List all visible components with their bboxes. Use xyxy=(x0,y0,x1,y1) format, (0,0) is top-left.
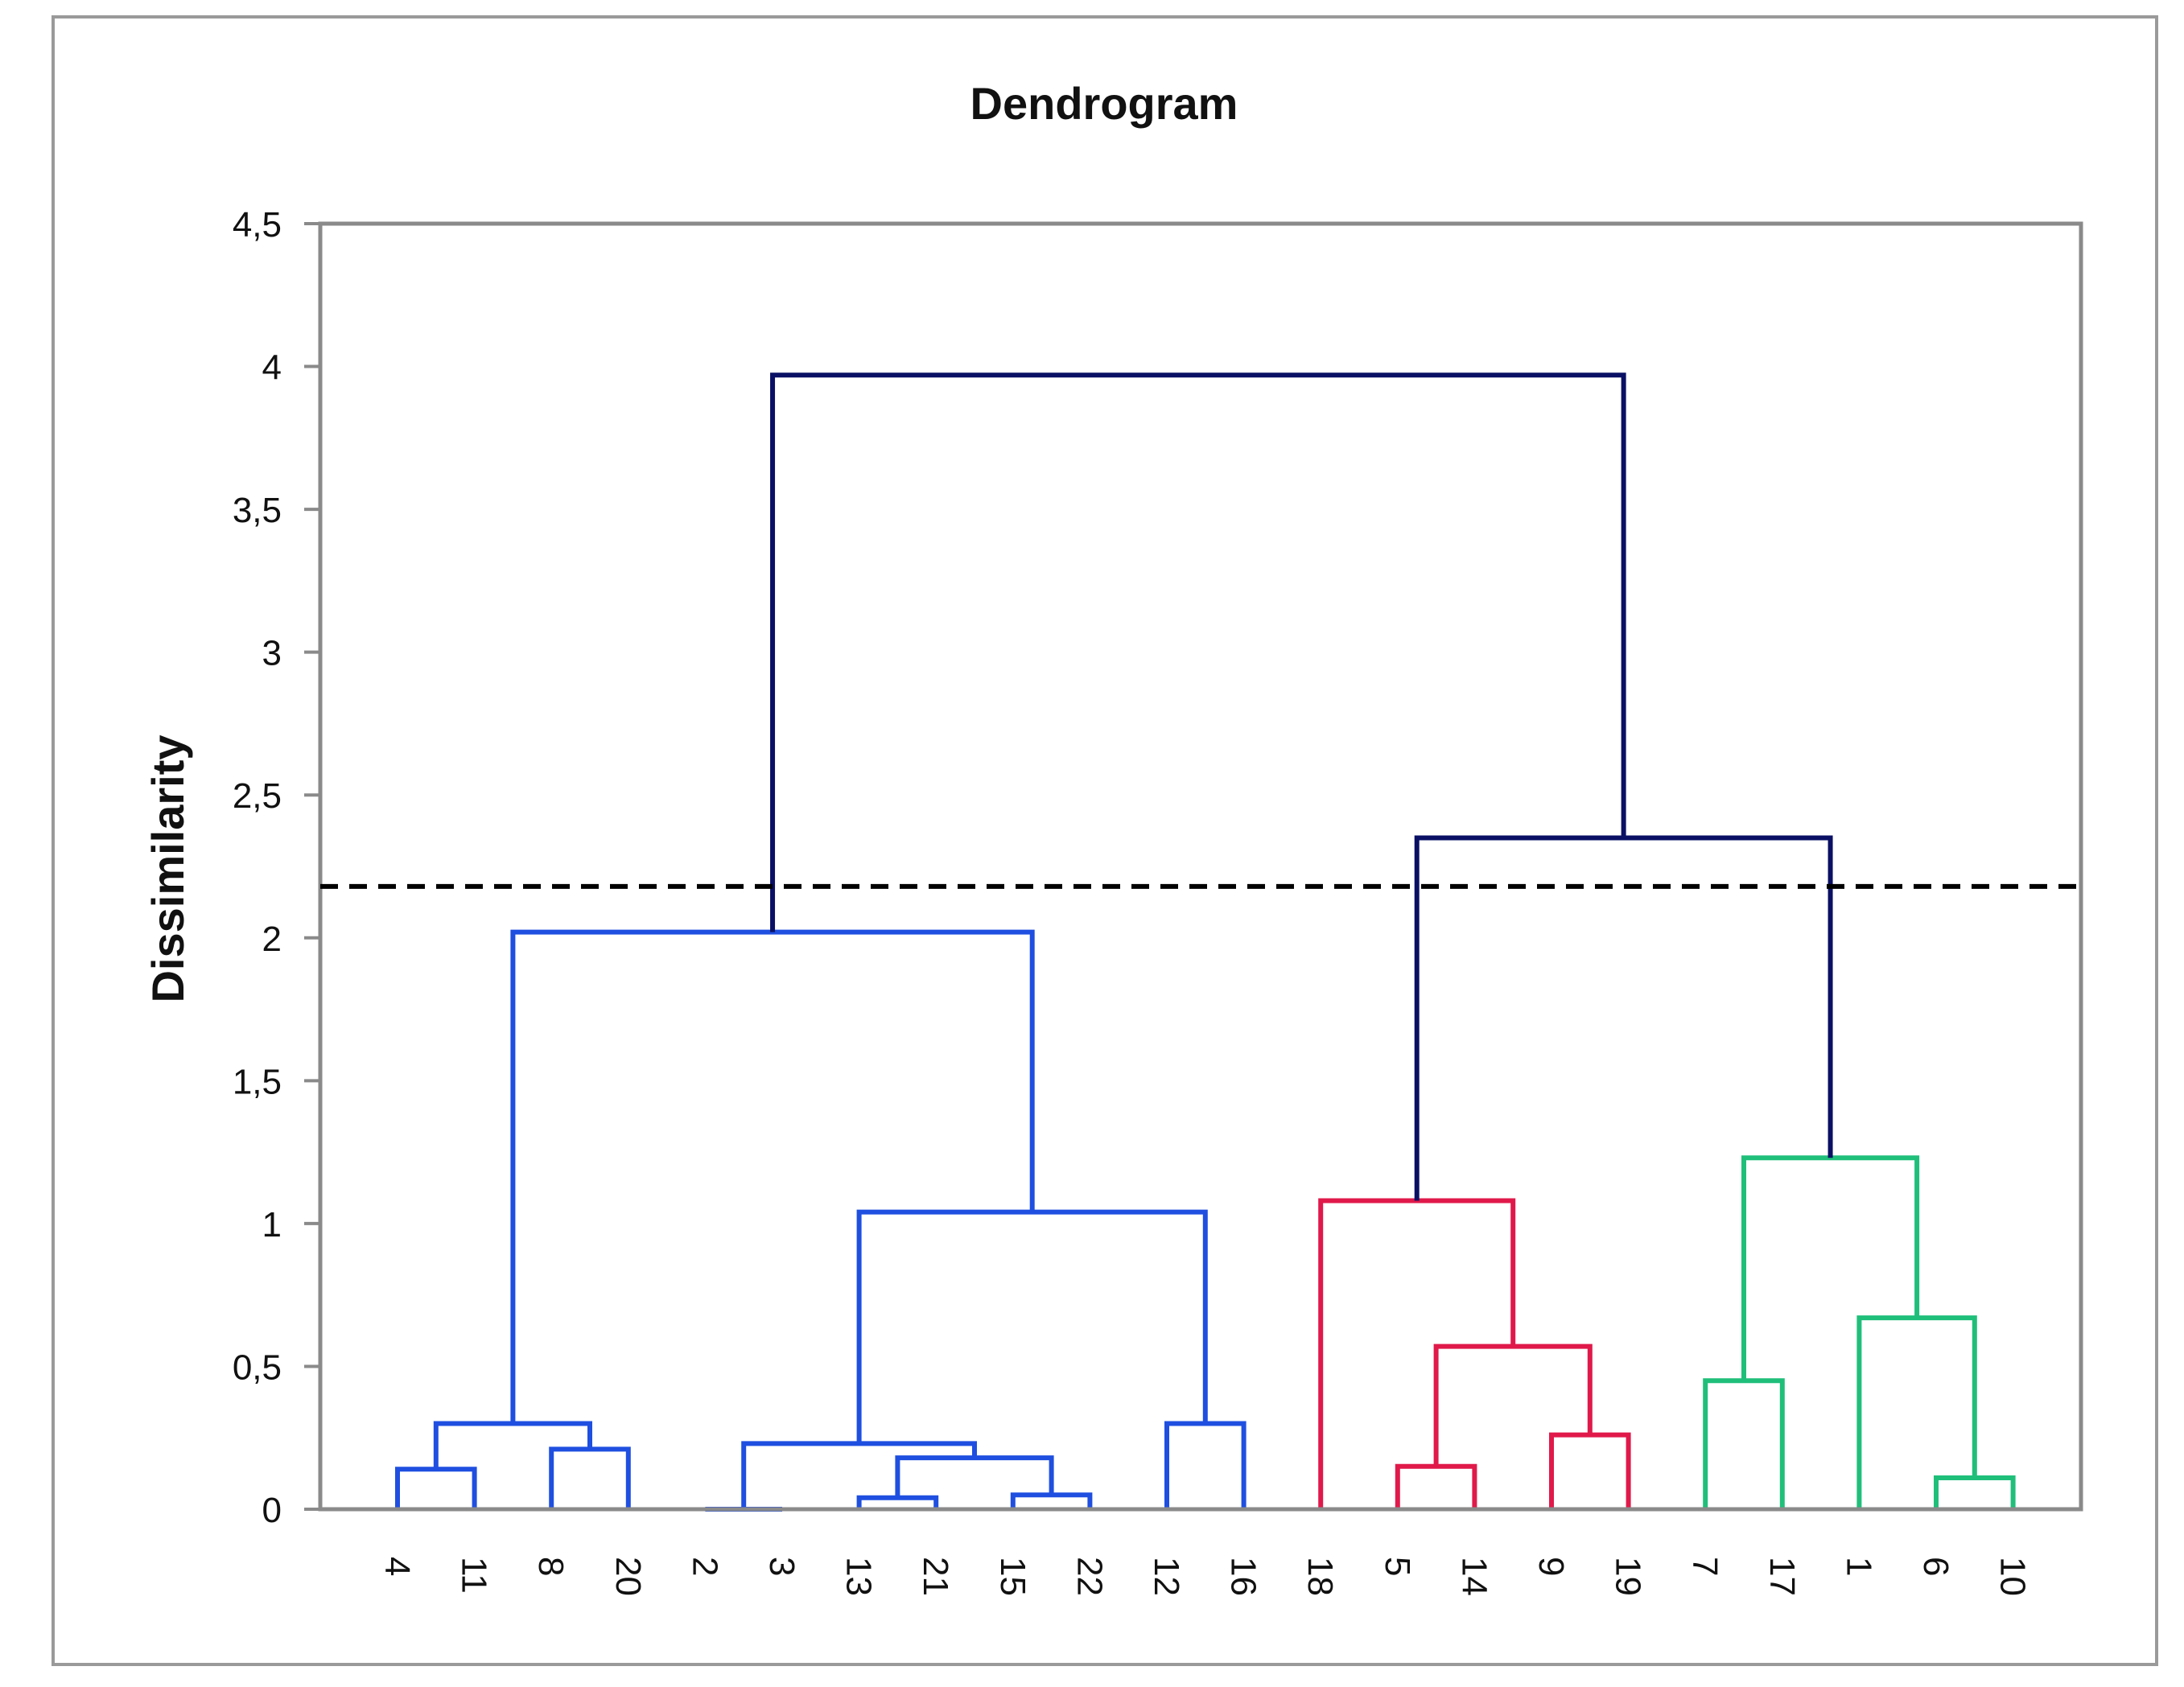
leaf-label: 2 xyxy=(685,1557,724,1576)
leaf-label: 12 xyxy=(1147,1557,1186,1596)
y-tick-label: 0 xyxy=(262,1491,282,1530)
y-tick-label: 1,5 xyxy=(233,1062,282,1101)
leaf-label: 11 xyxy=(455,1557,494,1594)
y-tick-label: 0,5 xyxy=(233,1348,282,1387)
leaf-label: 5 xyxy=(1378,1557,1417,1576)
dendrogram-link xyxy=(510,929,1035,1424)
leaf-label: 19 xyxy=(1609,1557,1648,1596)
outer-chart-border xyxy=(52,15,2158,1666)
y-tick-label: 1 xyxy=(262,1205,282,1245)
leaf-label: 20 xyxy=(608,1557,648,1596)
dendrogram-link xyxy=(1414,835,1833,1201)
leaf-label: 22 xyxy=(1069,1557,1109,1596)
leaf-label: 6 xyxy=(1916,1557,1955,1576)
leaf-label: 18 xyxy=(1300,1557,1340,1596)
leaf-label: 13 xyxy=(839,1557,879,1596)
dendrogram-link xyxy=(549,1446,631,1509)
leaf-label: 16 xyxy=(1224,1557,1263,1596)
y-axis-label: Dissimilarity xyxy=(142,734,193,1002)
leaf-label: 1 xyxy=(1839,1557,1878,1576)
y-tick-label: 4,5 xyxy=(233,205,282,245)
leaf-label: 8 xyxy=(531,1557,571,1576)
leaf-label: 10 xyxy=(1993,1557,2033,1596)
leaf-label: 4 xyxy=(377,1557,417,1576)
chart-title: Dendrogram xyxy=(970,78,1238,129)
y-axis: 0 0,5 1 1,5 2 2,5 3 3,5 4 4,5 xyxy=(233,205,320,1530)
dendrogram-link xyxy=(856,1495,939,1509)
dendrogram-link xyxy=(1856,1315,1977,1509)
leaf-label: 21 xyxy=(916,1557,955,1596)
y-tick-label: 3,5 xyxy=(233,491,282,530)
leaf-label: 3 xyxy=(762,1557,801,1576)
y-tick-label: 3 xyxy=(262,634,282,673)
y-tick-label: 2,5 xyxy=(233,776,282,816)
leaf-label: 9 xyxy=(1531,1557,1571,1576)
dendrogram-link xyxy=(1934,1475,2016,1509)
y-tick-label: 2 xyxy=(262,920,282,959)
y-tick-label: 4 xyxy=(262,348,282,388)
leaf-label: 7 xyxy=(1685,1557,1725,1576)
dendrogram-link xyxy=(770,372,1626,932)
leaf-label: 17 xyxy=(1762,1557,1802,1596)
leaf-labels: 4 11 8 20 2 3 13 21 15 22 12 16 18 5 14 9 19 7 17 1 6 10 xyxy=(377,1557,2033,1596)
dendrogram-link xyxy=(1164,1421,1247,1509)
dendrogram-link xyxy=(1433,1343,1593,1467)
dendrogram-links xyxy=(395,372,2016,1512)
leaf-label: 14 xyxy=(1454,1557,1494,1596)
dendrogram-link xyxy=(433,1421,592,1470)
leaf-label: 15 xyxy=(993,1557,1032,1596)
